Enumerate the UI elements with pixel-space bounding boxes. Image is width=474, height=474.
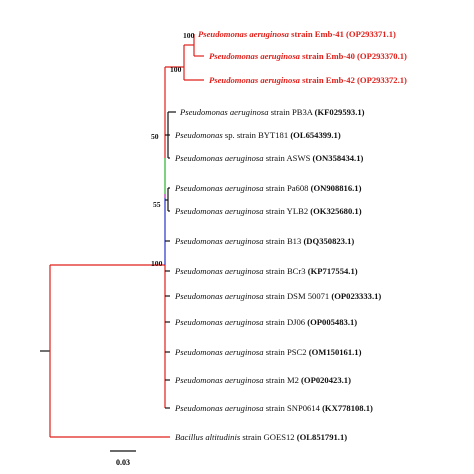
taxon-species: Pseudomonas aeruginosa — [174, 317, 264, 327]
taxon-accession: (OP293371.1) — [346, 29, 396, 39]
taxon-accession: (OK325680.1) — [310, 206, 361, 216]
taxon-species: Pseudomonas aeruginosa — [174, 291, 264, 301]
taxon-species: Pseudomonas aeruginosa — [174, 236, 264, 246]
taxon-strain: strain Emb-40 — [300, 51, 357, 61]
bootstrap-pseudomonas-clade: 100 — [151, 259, 163, 268]
scale-bar-label: 0.03 — [116, 458, 130, 467]
taxon-accession: (OP005483.1) — [307, 317, 357, 327]
bootstrap-emb-clade: 100 — [170, 65, 182, 74]
taxon-label-psc2: Pseudomonas aeruginosa strain PSC2 (OM15… — [174, 347, 362, 357]
taxon-label-byt181: Pseudomonas sp. strain BYT181 (OL654399.… — [174, 130, 341, 140]
taxon-labels: Pseudomonas aeruginosa strain Emb-41 (OP… — [174, 29, 407, 442]
taxon-species: Pseudomonas aeruginosa — [209, 75, 301, 85]
taxon-strain: strain Emb-42 — [300, 75, 357, 85]
taxon-label-bcr3: Pseudomonas aeruginosa strain BCr3 (KP71… — [174, 266, 358, 276]
taxon-strain: strain GOES12 — [240, 432, 297, 442]
bootstrap-pa608-clade: 55 — [153, 200, 161, 209]
taxon-label-emb42: Pseudomonas aeruginosa strain Emb-42 (OP… — [209, 75, 407, 85]
taxon-species: Pseudomonas — [174, 130, 223, 140]
taxon-label-asws: Pseudomonas aeruginosa strain ASWS (ON35… — [174, 153, 363, 163]
taxon-accession: (OP023333.1) — [331, 291, 381, 301]
taxon-species: Pseudomonas aeruginosa — [174, 153, 264, 163]
taxon-label-pa608: Pseudomonas aeruginosa strain Pa608 (ON9… — [174, 183, 362, 193]
taxon-accession: (ON358434.1) — [313, 153, 364, 163]
taxon-species: Pseudomonas aeruginosa — [174, 183, 264, 193]
taxon-label-m2: Pseudomonas aeruginosa strain M2 (OP0204… — [174, 375, 351, 385]
taxon-accession: (OL851791.1) — [297, 432, 348, 442]
taxon-accession: (OL654399.1) — [290, 130, 341, 140]
taxon-strain: strain PB3A — [269, 107, 315, 117]
taxon-accession: (OM150161.1) — [309, 347, 362, 357]
taxon-strain: strain ASWS — [264, 153, 313, 163]
taxon-strain: strain YLB2 — [264, 206, 311, 216]
taxon-species: Pseudomonas aeruginosa — [179, 107, 269, 117]
taxon-species: Bacillus altitudinis — [175, 432, 241, 442]
taxon-accession: (OP293372.1) — [357, 75, 407, 85]
taxon-label-pb3a: Pseudomonas aeruginosa strain PB3A (KF02… — [179, 107, 365, 117]
taxon-label-bacillus-goes12: Bacillus altitudinis strain GOES12 (OL85… — [175, 432, 347, 442]
taxon-accession: (ON908816.1) — [311, 183, 362, 193]
taxon-species: Pseudomonas aeruginosa — [209, 51, 301, 61]
taxon-species: Pseudomonas aeruginosa — [174, 347, 264, 357]
taxon-accession: (DQ350823.1) — [303, 236, 354, 246]
taxon-strain: sp. strain BYT181 — [223, 130, 291, 140]
taxon-accession: (OP020423.1) — [301, 375, 351, 385]
taxon-species: Pseudomonas aeruginosa — [174, 206, 264, 216]
taxon-species: Pseudomonas aeruginosa — [174, 266, 264, 276]
taxon-accession: (OP293370.1) — [357, 51, 407, 61]
taxon-accession: (KX778108.1) — [322, 403, 373, 413]
taxon-label-emb40: Pseudomonas aeruginosa strain Emb-40 (OP… — [209, 51, 407, 61]
taxon-strain: strain DJ06 — [264, 317, 308, 327]
taxon-label-b13: Pseudomonas aeruginosa strain B13 (DQ350… — [174, 236, 354, 246]
taxon-strain: strain B13 — [264, 236, 304, 246]
taxon-strain: strain M2 — [264, 375, 301, 385]
taxon-strain: strain PSC2 — [264, 347, 309, 357]
taxon-accession: (KF029593.1) — [315, 107, 365, 117]
taxon-species: Pseudomonas aeruginosa — [174, 403, 264, 413]
taxon-label-dsm50071: Pseudomonas aeruginosa strain DSM 50071 … — [174, 291, 381, 301]
taxon-species: Pseudomonas aeruginosa — [198, 29, 290, 39]
taxon-accession: (KP717554.1) — [308, 266, 358, 276]
taxon-label-emb41: Pseudomonas aeruginosa strain Emb-41 (OP… — [198, 29, 396, 39]
taxon-label-ylb2: Pseudomonas aeruginosa strain YLB2 (OK32… — [174, 206, 362, 216]
taxon-label-dj06: Pseudomonas aeruginosa strain DJ06 (OP00… — [174, 317, 357, 327]
bootstrap-emb41-emb40: 100 — [183, 31, 195, 40]
bootstrap-pb3a-clade: 50 — [151, 132, 159, 141]
taxon-strain: strain Emb-41 — [289, 29, 346, 39]
taxon-label-snp0614: Pseudomonas aeruginosa strain SNP0614 (K… — [174, 403, 373, 413]
tree-branches — [40, 33, 204, 438]
taxon-strain: strain Pa608 — [264, 183, 311, 193]
taxon-strain: strain SNP0614 — [264, 403, 323, 413]
bootstrap-values: 100 100 50 55 100 — [151, 31, 195, 268]
taxon-strain: strain DSM 50071 — [264, 291, 332, 301]
taxon-strain: strain BCr3 — [264, 266, 308, 276]
taxon-species: Pseudomonas aeruginosa — [174, 375, 264, 385]
scale-bar: 0.03 — [110, 450, 136, 467]
